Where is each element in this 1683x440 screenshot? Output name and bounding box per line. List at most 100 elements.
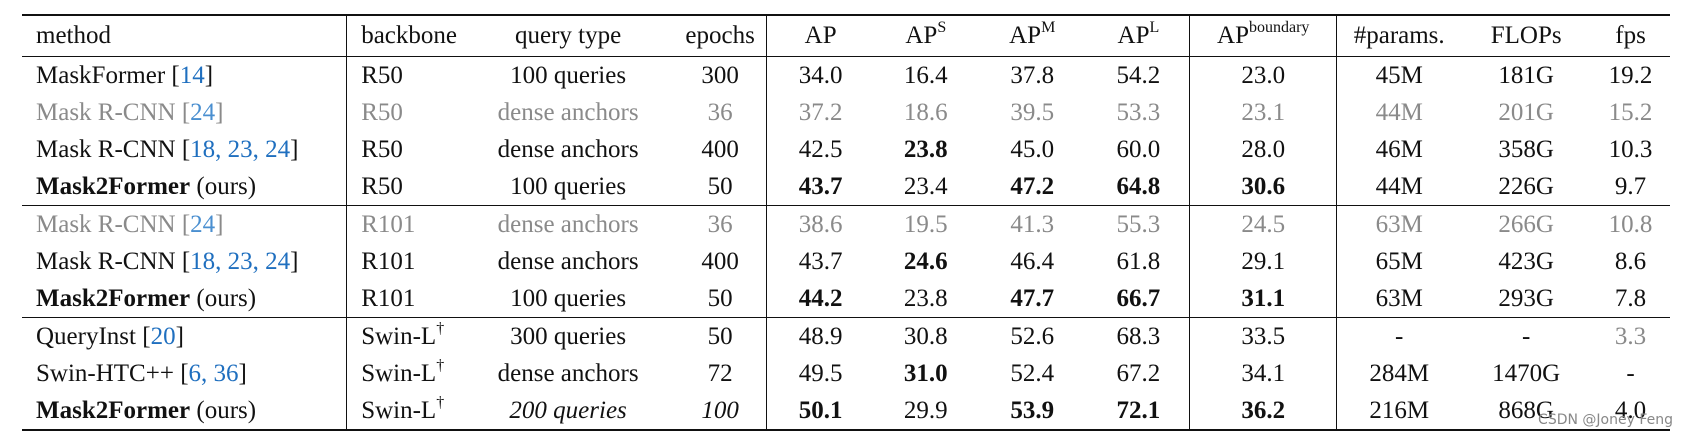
table-row: Mask R-CNN [18, 23, 24] R101 dense anchors… (22, 243, 1670, 280)
cell-query-type: 100 queries (510, 173, 627, 200)
cell-epochs: 36 (674, 94, 767, 131)
ref-bracket-close: ] (215, 211, 224, 238)
cell-method: QueryInst [20] (22, 317, 348, 355)
cell-backbone: Swin-L† (347, 355, 462, 392)
cell-flops: 266G (1498, 211, 1554, 238)
header-ap-boundary: APboundary (1189, 15, 1338, 57)
cell-backbone: R50 (347, 57, 462, 95)
cell-ap: 43.7 (798, 248, 843, 275)
method-name: Mask R-CNN (36, 99, 176, 126)
header-apm-base: AP (1009, 22, 1042, 49)
cell-ap-s: 31.0 (903, 360, 948, 387)
header-apl: APL (1087, 15, 1191, 57)
citation-link[interactable]: 18, 23, 24 (190, 136, 291, 163)
cell-backbone: R50 (347, 94, 462, 131)
table-row: Mask2Former (ours) R101 100 queries 50 44.2 2… (22, 280, 1670, 318)
header-backbone: backbone (361, 22, 457, 49)
citation-link[interactable]: 6, 36 (188, 360, 239, 387)
cell-flops: 1470G (1492, 360, 1561, 387)
cell-query-type: dense anchors (497, 211, 639, 238)
cell-ap-m: 52.4 (1010, 360, 1055, 387)
cell-params: 216M (1369, 397, 1430, 424)
backbone-name: Swin-L (361, 323, 437, 350)
backbone-name: R101 (361, 248, 416, 275)
cell-fps: 7.8 (1614, 285, 1647, 312)
table-row: QueryInst [20] Swin-L† 300 queries 50 48.9 30… (22, 317, 1670, 355)
cell-method: Mask R-CNN [24] (22, 205, 348, 243)
header-ap: AP (804, 22, 837, 49)
method-name: Mask2Former (36, 173, 191, 200)
ref-bracket-close: ] (290, 136, 299, 163)
table-row: Mask2Former (ours) R50 100 queries 50 43.7 23… (22, 168, 1670, 206)
citation-link[interactable]: 18, 23, 24 (190, 248, 291, 275)
cell-epochs: 400 (674, 243, 767, 280)
cell-epochs: 400 (674, 131, 767, 168)
method-suffix: (ours) (190, 173, 257, 200)
dagger-mark: † (436, 319, 445, 337)
cell-ap-l: 64.8 (1087, 168, 1191, 206)
cell-query-type: 200 queries (509, 397, 627, 424)
cell-backbone: R101 (347, 280, 462, 318)
cell-ap-boundary: 23.1 (1189, 94, 1338, 131)
cell-backbone: R101 (347, 206, 462, 244)
cell-ap-s: 23.8 (903, 136, 948, 163)
cell-ap: 44.2 (798, 285, 843, 312)
cell-ap-m: 46.4 (1010, 248, 1055, 275)
cell-ap: 37.2 (798, 99, 843, 126)
backbone-name: R50 (361, 136, 403, 163)
method-name: Mask R-CNN (36, 136, 176, 163)
cell-method: Mask2Former (ours) (22, 168, 348, 206)
method-name: Mask R-CNN (36, 248, 176, 275)
cell-ap-boundary: 24.5 (1189, 205, 1338, 243)
citation-link[interactable]: 24 (190, 211, 216, 238)
citation-link[interactable]: 20 (150, 323, 176, 350)
cell-ap: 43.7 (798, 173, 843, 200)
cell-backbone: Swin-L† (347, 392, 462, 430)
cell-ap-m: 47.7 (1010, 285, 1055, 312)
cell-backbone: R50 (347, 131, 462, 168)
cell-ap-s: 29.9 (903, 397, 948, 424)
cell-fps: 4.0 (1614, 397, 1647, 424)
header-query-type: query type (515, 22, 622, 49)
ref-bracket-close: ] (204, 62, 214, 89)
cell-ap-boundary: 28.0 (1189, 131, 1338, 168)
cell-ap-boundary: 34.1 (1189, 355, 1338, 392)
cell-method: MaskFormer [14] (22, 56, 348, 94)
method-suffix: (ours) (190, 285, 257, 312)
method-name: Mask2Former (36, 397, 191, 424)
method-name: MaskFormer (36, 62, 166, 89)
cell-method: Mask R-CNN [18, 23, 24] (22, 243, 348, 280)
header-params: #params. (1353, 22, 1445, 49)
cell-fps: 9.7 (1614, 173, 1647, 200)
ref-bracket-open: [ (175, 211, 191, 238)
watermark: CSDN @Joney Feng (1538, 412, 1673, 428)
cell-ap-l: 67.2 (1087, 355, 1191, 392)
cell-fps: 19.2 (1608, 62, 1653, 89)
dagger-mark: † (436, 356, 445, 374)
header-row: method backbone query type epochs AP APS… (22, 15, 1670, 57)
cell-ap-l: 72.1 (1087, 392, 1191, 430)
cell-query-type: 100 queries (510, 285, 627, 312)
citation-link[interactable]: 14 (179, 62, 205, 89)
cell-ap-s: 16.4 (903, 62, 948, 89)
table-body: MaskFormer [14] R50 100 queries 300 34.0 16.4… (22, 56, 1670, 430)
header-apb-base: AP (1217, 22, 1249, 49)
cell-params: 65M (1375, 248, 1423, 275)
cell-fps: 15.2 (1608, 99, 1653, 126)
cell-flops: 226G (1498, 173, 1554, 200)
cell-ap-boundary: 23.0 (1189, 56, 1338, 94)
header-apm-sup: M (1041, 18, 1056, 36)
cell-ap: 34.0 (798, 62, 843, 89)
backbone-name: R101 (361, 211, 416, 238)
cell-ap-m: 53.9 (1010, 397, 1055, 424)
citation-link[interactable]: 24 (190, 99, 216, 126)
table-row: Swin-HTC++ [6, 36] Swin-L† dense anchors 72… (22, 355, 1670, 392)
cell-params: 44M (1375, 99, 1423, 126)
cell-ap-m: 37.8 (1010, 62, 1055, 89)
cell-params: 63M (1375, 211, 1423, 238)
header-aps-sup: S (937, 18, 947, 36)
cell-ap-m: 52.6 (1010, 323, 1055, 350)
ref-bracket-open: [ (173, 360, 189, 387)
header-apb-sup: boundary (1248, 18, 1310, 36)
cell-flops: 293G (1498, 285, 1554, 312)
